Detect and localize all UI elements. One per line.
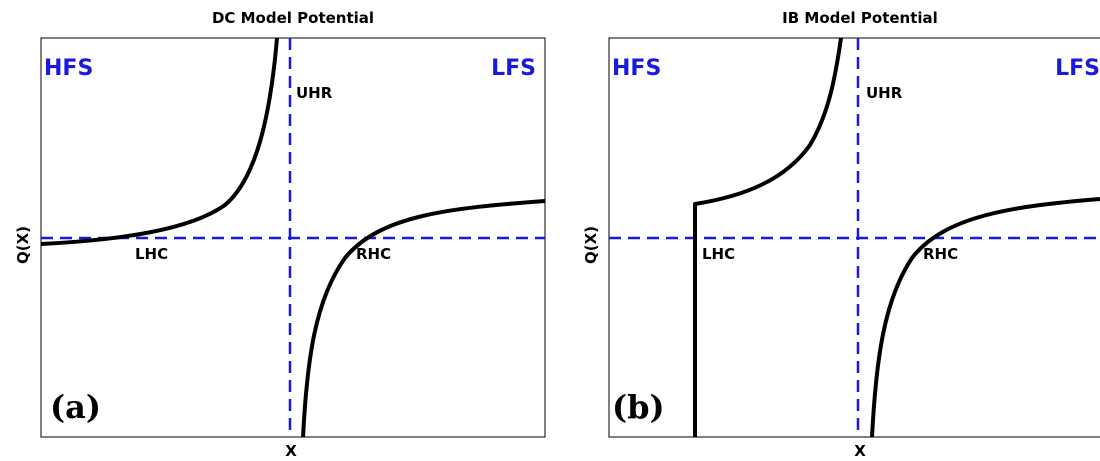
- panel-tag: (a): [50, 388, 101, 426]
- left-branch: [40, 37, 279, 246]
- resonance-label: UHR: [866, 84, 903, 102]
- cutoff-label: RHC: [923, 245, 958, 263]
- y-axis-label: Q(X): [14, 226, 32, 264]
- panel-a: DC Model Potential HFS LFS UHR LHC RHC (…: [14, 9, 546, 460]
- left-branch: [693, 37, 843, 437]
- cutoff-label: LHC: [702, 245, 735, 263]
- panel-tag: (b): [612, 388, 665, 426]
- y-axis-label: Q(X): [582, 226, 600, 264]
- x-axis-label: X: [854, 442, 866, 460]
- region-label: LFS: [1055, 56, 1100, 81]
- x-axis-label: X: [285, 442, 297, 460]
- region-label: HFS: [612, 56, 661, 81]
- region-label: LFS: [491, 56, 536, 81]
- cutoff-label: LHC: [135, 245, 168, 263]
- cutoff-label: RHC: [356, 245, 391, 263]
- panel-b: IB Model Potential HFS LFS UHR LHC RHC (…: [582, 9, 1100, 460]
- panel-title: IB Model Potential: [782, 9, 938, 27]
- region-label: HFS: [44, 56, 93, 81]
- right-branch: [870, 197, 1100, 438]
- plot-frame: [608, 37, 1100, 438]
- panel-title: DC Model Potential: [212, 9, 374, 27]
- resonance-label: UHR: [296, 84, 333, 102]
- right-branch: [301, 199, 546, 438]
